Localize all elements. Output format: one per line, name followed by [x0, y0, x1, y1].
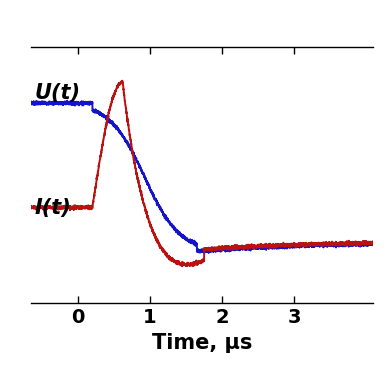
Text: U(t): U(t): [35, 83, 81, 103]
Text: I(t): I(t): [35, 198, 72, 218]
X-axis label: Time, μs: Time, μs: [152, 333, 252, 353]
